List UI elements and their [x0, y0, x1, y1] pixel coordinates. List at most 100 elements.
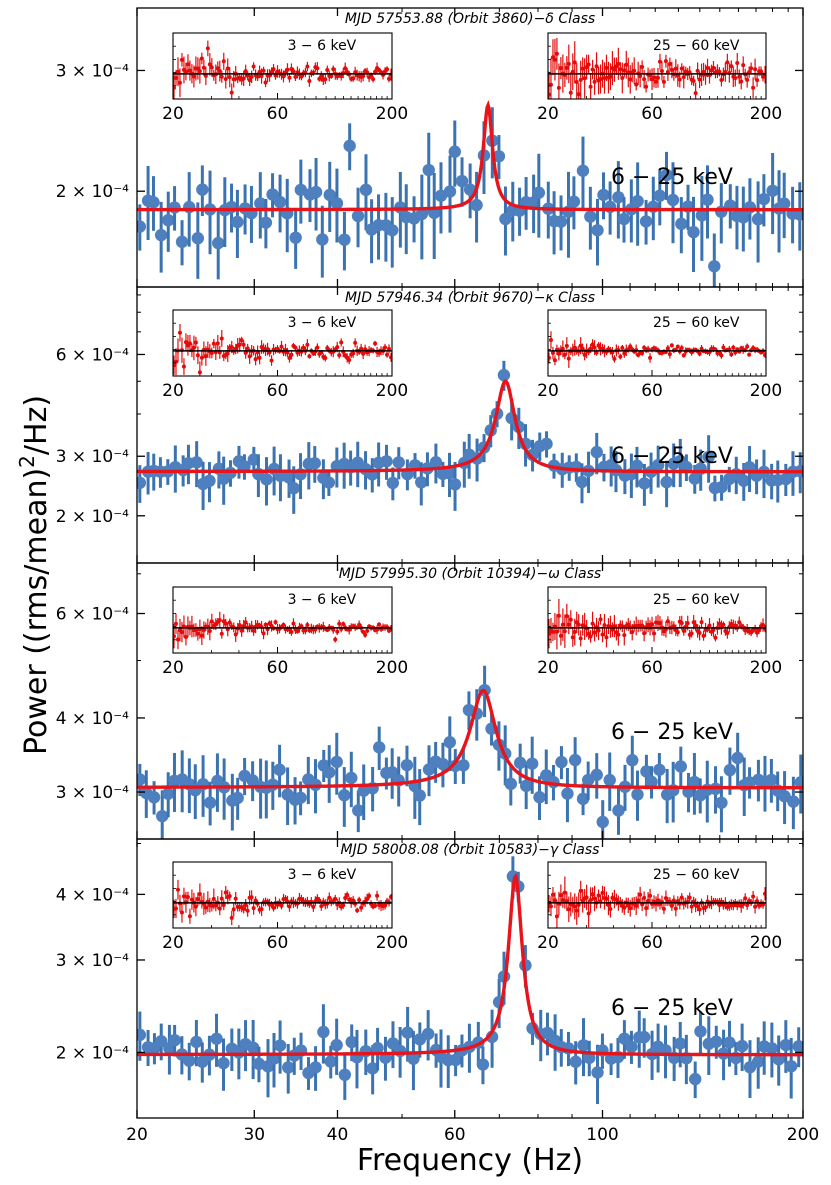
data-point [630, 459, 644, 472]
data-point [415, 207, 429, 221]
data-point [190, 1035, 203, 1049]
inset-data-point [291, 621, 296, 626]
inset-data-point [219, 896, 224, 901]
data-point [392, 456, 405, 469]
data-point [448, 478, 462, 491]
inset-data-point [317, 898, 322, 903]
inset-data-point [659, 68, 664, 73]
data-point [386, 476, 400, 490]
data-point [289, 231, 302, 244]
inset-data-point [638, 74, 643, 79]
inset-data-point [755, 78, 760, 83]
data-point [492, 150, 506, 163]
inset-background [173, 587, 392, 653]
inset-data-point [707, 623, 712, 628]
data-point [765, 1042, 779, 1055]
inset-data-point [299, 74, 304, 79]
data-point [413, 789, 426, 802]
inset-data-point [241, 76, 246, 81]
inset-data-point [604, 65, 609, 70]
data-point [246, 1041, 260, 1054]
inset-data-point [566, 356, 571, 361]
inset-data-point [241, 342, 246, 347]
inset-data-point [211, 341, 216, 346]
inset-soft: 20 60 200 3 − 6 keV [162, 586, 408, 678]
inset-data-point [568, 90, 573, 95]
inset-data-point [361, 629, 366, 634]
inset-data-point [550, 629, 555, 634]
inset-data-point [663, 59, 668, 64]
inset-data-point [351, 898, 356, 903]
inset-data-point [187, 341, 192, 346]
data-point [526, 448, 539, 462]
inset-data-point [245, 346, 250, 351]
inset-data-point [673, 906, 678, 911]
inset-data-point [293, 74, 298, 79]
data-point [323, 188, 336, 202]
inset-data-point [646, 898, 651, 903]
inset-data-point [247, 354, 252, 359]
data-point [345, 1035, 358, 1049]
band-label: 6 − 25 keV [611, 720, 733, 745]
inset-data-point [574, 79, 579, 84]
y-axis-label-superscript: 2 [15, 455, 39, 468]
data-point [625, 1040, 638, 1054]
inset-data-point [273, 620, 278, 625]
panel-4: 20 30 40 60 100 200 2 × 10⁻⁴ 3 × 10⁻⁴ 4 × 10⁻⁴ MJ… [56, 838, 819, 1145]
inset-data-point [187, 914, 192, 919]
inset-data-point [751, 894, 756, 899]
inset-data-point [233, 632, 238, 637]
inset-data-point [642, 895, 647, 900]
inset-data-point [223, 890, 228, 895]
data-point [154, 228, 168, 242]
data-point [638, 477, 651, 490]
inset-data-point [323, 356, 328, 361]
data-point [309, 1061, 322, 1074]
inset-data-point [177, 80, 182, 85]
inset-data-point [671, 898, 676, 903]
y-tick-label: 4 × 10⁻⁴ [56, 885, 129, 905]
inset-data-point [566, 622, 571, 627]
data-point [168, 201, 181, 214]
inset-data-point [361, 351, 366, 356]
inset-data-point [558, 893, 563, 898]
inset-data-point [385, 67, 390, 72]
data-point [443, 467, 456, 480]
inset-data-point [181, 894, 186, 899]
y-tick-label: 2 × 10⁻⁴ [56, 507, 129, 527]
inset-data-point [209, 903, 214, 908]
inset-data-point [185, 62, 190, 67]
inset-data-point [307, 79, 312, 84]
data-point [324, 1055, 337, 1068]
inset-data-point [189, 897, 194, 902]
inset-data-point [353, 340, 358, 345]
inset-data-point [564, 65, 569, 70]
inset-data-point [227, 620, 232, 625]
inset-data-point [173, 85, 176, 90]
inset-data-point [612, 356, 617, 361]
data-point [443, 185, 457, 198]
data-point [352, 804, 365, 817]
data-point [330, 1038, 343, 1052]
data-point [147, 791, 161, 804]
data-point [702, 450, 715, 464]
data-points [137, 107, 803, 287]
inset-band-label: 25 − 60 keV [653, 867, 740, 883]
inset-data-point [622, 68, 627, 73]
data-point [555, 755, 568, 769]
data-point [373, 741, 386, 754]
inset-x-tick-label: 60 [267, 104, 289, 124]
inset-data-point [548, 904, 553, 909]
inset-data-point [279, 903, 284, 908]
inset-data-point [387, 76, 392, 81]
inset-data-point [257, 355, 262, 360]
inset-data-point [552, 57, 557, 62]
inset-data-point [245, 908, 250, 913]
data-point [282, 471, 296, 484]
inset-data-point [253, 357, 258, 362]
inset-frame [172, 32, 393, 100]
inset-data-point [209, 65, 214, 70]
data-point [156, 809, 169, 823]
inset-data-point [331, 627, 336, 632]
inset-data-point [223, 76, 228, 81]
